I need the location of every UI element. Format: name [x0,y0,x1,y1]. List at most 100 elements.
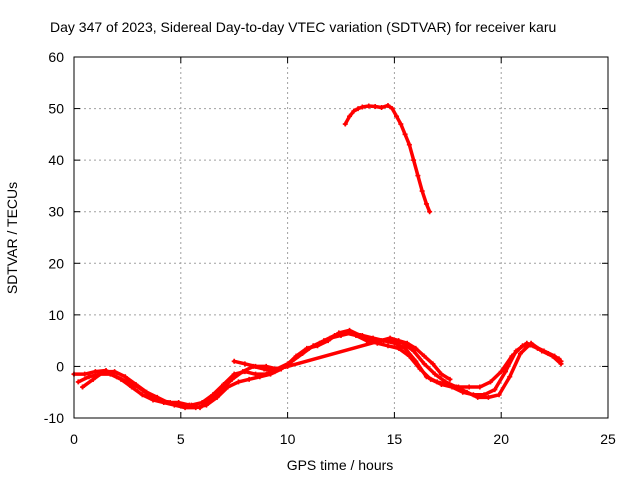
data-series [71,102,564,411]
data-point-marker [342,121,348,127]
data-point-marker [154,394,160,400]
data-point-marker [186,402,192,408]
data-point-marker [398,121,404,127]
y-tick-label: 20 [48,255,64,271]
y-tick-label: 40 [48,152,64,168]
data-point-marker [129,384,135,390]
data-point-marker [304,345,310,351]
y-axis-label: SDTVAR / TECUs [4,182,20,294]
data-point-marker [466,384,472,390]
x-tick-label: 0 [70,431,78,447]
data-point-marker [150,397,156,403]
data-point-marker [513,348,519,354]
data-point-marker [524,340,530,346]
data-point-marker [315,343,321,349]
data-point-marker [496,392,502,398]
x-tick-label: 20 [493,431,509,447]
data-point-marker [528,340,534,346]
y-tick-label: 60 [48,49,64,65]
data-point-marker [176,400,182,406]
data-point-marker [285,363,291,369]
data-point-marker [432,371,438,377]
data-point-marker [421,361,427,367]
data-point-marker [421,353,427,359]
data-point-marker [539,348,545,354]
data-point-marker [268,371,274,377]
data-point-marker [355,106,361,112]
data-point-marker [347,327,353,333]
data-point-marker [118,376,124,382]
data-point-marker [165,400,171,406]
data-point-marker [417,366,423,372]
x-tick-label: 25 [600,431,616,447]
x-tick-label: 15 [387,431,403,447]
data-point-marker [253,371,259,377]
x-axis-ticks: 0 5 10 15 20 25 [70,57,616,447]
data-point-marker [325,338,331,344]
y-axis-ticks: -10 0 10 20 30 40 50 60 [44,49,608,426]
y-tick-label: 0 [56,358,64,374]
data-point-marker [385,102,391,108]
data-point-marker [293,353,299,359]
data-point-marker [411,348,417,354]
x-tick-label: 10 [280,431,296,447]
y-tick-label: 30 [48,204,64,220]
data-point-marker [438,371,444,377]
y-tick-label: 50 [48,101,64,117]
data-point-marker [413,345,419,351]
data-point-marker [246,376,252,382]
data-point-marker [488,379,494,385]
data-point-marker [235,379,241,385]
data-point-marker [139,392,145,398]
data-point-marker [257,374,263,380]
data-point-marker [485,394,491,400]
data-point-marker [112,369,118,375]
data-point-marker [122,374,128,380]
data-point-marker [351,108,357,114]
data-point-marker [558,361,564,367]
plot-frame [73,56,609,419]
data-point-marker [101,369,107,375]
data-point-marker [396,338,402,344]
data-point-marker [366,103,372,109]
data-point-marker [453,384,459,390]
series-line [343,103,432,214]
data-point-marker [404,340,410,346]
grid-lines [74,57,608,418]
data-point-marker [75,379,81,385]
y-tick-label: -10 [44,410,64,426]
data-point-marker [443,379,449,385]
data-point-marker [336,330,342,336]
data-point-marker [80,384,86,390]
data-point-marker [549,353,555,359]
data-point-marker [242,361,248,367]
data-point-marker [498,369,504,375]
data-point-marker [406,353,412,359]
data-point-marker [389,106,395,112]
x-axis-label: GPS time / hours [287,457,394,473]
data-point-marker [359,104,365,110]
data-point-marker [419,188,425,194]
data-point-marker [379,105,385,111]
data-point-marker [396,345,402,351]
data-point-marker [475,394,481,400]
series-3 [231,335,453,382]
data-point-marker [447,376,453,382]
data-point-marker [90,376,96,382]
data-point-marker [144,389,150,395]
data-point-marker [86,374,92,380]
data-point-marker [92,369,98,375]
data-point-marker [347,113,353,119]
data-point-marker [394,113,400,119]
data-point-marker [423,201,429,207]
series-line [76,331,561,410]
data-point-marker [208,397,214,403]
data-point-marker [372,104,378,110]
data-point-marker [406,142,412,148]
data-point-marker [427,209,433,215]
data-point-marker [438,381,444,387]
chart-title: Day 347 of 2023, Sidereal Day-to-day VTE… [50,19,556,35]
data-point-marker [507,374,513,380]
y-tick-label: 10 [48,307,64,323]
